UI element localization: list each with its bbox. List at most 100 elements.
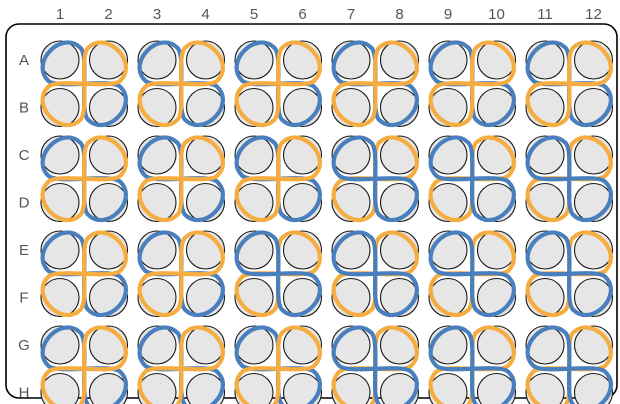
orange-loop (137, 40, 225, 128)
well (428, 372, 468, 404)
well (40, 182, 80, 223)
blue-loop (525, 230, 613, 318)
well-block-loops (428, 230, 516, 318)
well-block-loops (331, 40, 419, 128)
well-block-loops (234, 230, 322, 318)
well (137, 182, 177, 223)
blue-loop (428, 230, 516, 318)
well-block-loops (40, 135, 128, 223)
well (476, 87, 517, 128)
column-label: 8 (395, 6, 403, 23)
column-label: 4 (201, 6, 209, 23)
well (40, 372, 80, 404)
column-label: 6 (298, 6, 306, 23)
well (234, 87, 274, 128)
blue-loop (234, 230, 322, 318)
well (476, 135, 517, 175)
well-block-loops (137, 135, 225, 223)
well (331, 325, 371, 365)
well (282, 87, 323, 128)
column-label: 11 (537, 6, 553, 23)
orange-loop (40, 325, 128, 404)
well (40, 40, 80, 80)
figure-eight-loops (40, 40, 613, 404)
well (137, 230, 177, 270)
well-block-loops (137, 230, 225, 318)
well (573, 325, 614, 365)
well-block-loops (525, 40, 613, 128)
well (331, 87, 371, 128)
well-block-loops (234, 135, 322, 223)
orange-loop (234, 325, 322, 404)
orange-loop (331, 40, 419, 128)
well-block-loops (137, 40, 225, 128)
well (476, 182, 517, 223)
well-block-loops (428, 325, 516, 404)
well-block-loops (428, 40, 516, 128)
blue-loop (525, 325, 613, 404)
well (88, 277, 129, 318)
well (185, 87, 226, 128)
well (40, 87, 80, 128)
well (88, 182, 129, 223)
well (428, 277, 468, 318)
well (40, 325, 80, 365)
well-block-loops (331, 135, 419, 223)
well (379, 325, 420, 365)
well (185, 40, 226, 80)
well (88, 325, 129, 365)
well (525, 135, 565, 175)
row-label: H (19, 385, 30, 402)
well (234, 325, 274, 365)
well (476, 230, 517, 270)
well (428, 135, 468, 175)
well-block-loops (525, 135, 613, 223)
well (525, 277, 565, 318)
well (137, 87, 177, 128)
well (331, 182, 371, 223)
well (234, 40, 274, 80)
well (379, 372, 420, 404)
well (476, 40, 517, 80)
well (137, 135, 177, 175)
well (40, 230, 80, 270)
well (573, 230, 614, 270)
well (234, 277, 274, 318)
orange-loop (234, 40, 322, 128)
row-label: G (18, 337, 30, 354)
orange-loop (40, 230, 128, 318)
blue-loop (428, 325, 516, 404)
well (573, 182, 614, 223)
row-label: F (19, 290, 28, 307)
well (282, 40, 323, 80)
row-label: C (19, 147, 30, 164)
well (40, 135, 80, 175)
well (88, 230, 129, 270)
well (331, 135, 371, 175)
orange-loop (525, 40, 613, 128)
well (234, 230, 274, 270)
well (282, 325, 323, 365)
row-label: D (19, 195, 30, 212)
column-label: 1 (56, 6, 64, 23)
well (185, 372, 226, 404)
well (525, 372, 565, 404)
well (137, 372, 177, 404)
column-label: 9 (444, 6, 452, 23)
well (282, 182, 323, 223)
well (379, 40, 420, 80)
well (428, 325, 468, 365)
orange-loop (137, 230, 225, 318)
well (379, 182, 420, 223)
well (428, 182, 468, 223)
well (282, 372, 323, 404)
well (379, 277, 420, 318)
column-label: 2 (104, 6, 112, 23)
well-block-loops (40, 40, 128, 128)
well (137, 325, 177, 365)
well (428, 87, 468, 128)
well-block-loops (137, 325, 225, 404)
well (234, 182, 274, 223)
well-block-loops (331, 325, 419, 404)
